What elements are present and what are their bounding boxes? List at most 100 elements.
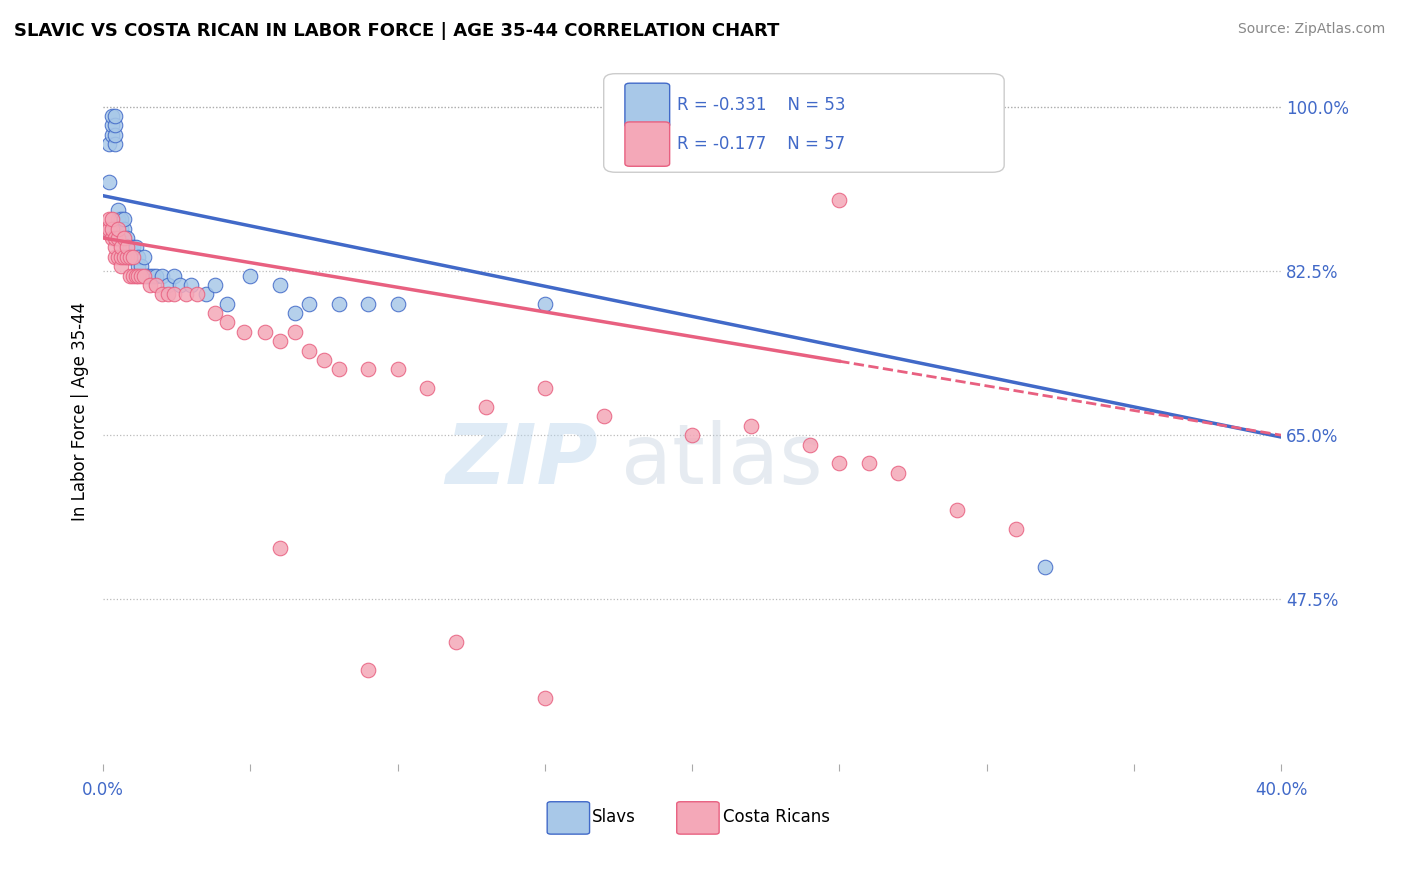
Point [110,231,132,245]
Point [169,277,191,292]
Point [127,250,149,264]
Point [127,268,149,283]
Point [681,428,703,442]
Point [283,325,305,339]
Point [115,231,138,245]
Point [592,409,614,424]
Point [124,240,146,254]
Point [112,231,135,245]
Point [416,381,439,395]
Point [98,175,121,189]
Point [357,663,380,677]
Point [101,212,124,227]
Point [215,296,238,310]
Point [828,456,851,470]
Point [186,287,208,301]
Point [446,634,468,648]
Point [163,268,186,283]
Point [163,287,186,301]
Point [104,240,127,254]
Point [104,137,127,152]
Point [145,268,167,283]
Point [180,277,202,292]
Point [204,277,226,292]
Point [110,240,132,254]
Text: SLAVIC VS COSTA RICAN IN LABOR FORCE | AGE 35-44 CORRELATION CHART: SLAVIC VS COSTA RICAN IN LABOR FORCE | A… [14,22,779,40]
Point [107,221,129,235]
Point [150,268,173,283]
Point [107,202,129,217]
Point [156,277,179,292]
Point [118,250,141,264]
Point [134,250,156,264]
Text: R = -0.177    N = 57: R = -0.177 N = 57 [676,135,845,153]
FancyBboxPatch shape [676,802,718,834]
Point [98,221,121,235]
Point [112,231,135,245]
Point [94,221,117,235]
Point [115,240,138,254]
Point [312,353,335,368]
Point [298,343,321,358]
Text: ZIP: ZIP [446,420,598,501]
Point [115,250,138,264]
Text: R = -0.331    N = 53: R = -0.331 N = 53 [676,96,845,114]
Point [533,381,555,395]
Point [104,118,127,132]
Point [475,400,498,414]
Point [887,466,910,480]
Point [131,268,153,283]
Point [1035,559,1057,574]
Point [112,212,135,227]
Point [107,231,129,245]
Point [858,456,880,470]
Point [118,268,141,283]
Point [357,296,380,310]
FancyBboxPatch shape [624,83,669,128]
Point [357,362,380,376]
Point [121,250,143,264]
Point [124,268,146,283]
Point [174,287,197,301]
Point [239,268,262,283]
Point [127,259,149,273]
Point [101,221,124,235]
Point [136,268,159,283]
Point [269,334,291,349]
Point [107,212,129,227]
Point [145,277,167,292]
Point [134,268,156,283]
Point [828,194,851,208]
Y-axis label: In Labor Force | Age 35-44: In Labor Force | Age 35-44 [72,302,89,521]
Point [946,503,969,517]
Point [107,250,129,264]
Point [204,306,226,320]
Point [142,268,165,283]
Text: 40.0%: 40.0% [1254,780,1308,798]
Point [298,296,321,310]
Point [195,287,218,301]
Point [533,296,555,310]
Point [98,212,121,227]
FancyBboxPatch shape [547,802,589,834]
Point [387,362,409,376]
Point [110,212,132,227]
Point [98,137,121,152]
Point [115,240,138,254]
Point [110,259,132,273]
Point [107,231,129,245]
Point [233,325,256,339]
FancyBboxPatch shape [624,122,669,166]
Point [115,250,138,264]
Point [131,259,153,273]
Point [139,268,162,283]
Point [104,250,127,264]
FancyBboxPatch shape [603,74,1004,172]
Point [533,691,555,706]
Point [269,541,291,555]
Point [104,231,127,245]
Point [118,250,141,264]
Point [104,109,127,123]
Point [215,316,238,330]
Point [1005,522,1028,536]
